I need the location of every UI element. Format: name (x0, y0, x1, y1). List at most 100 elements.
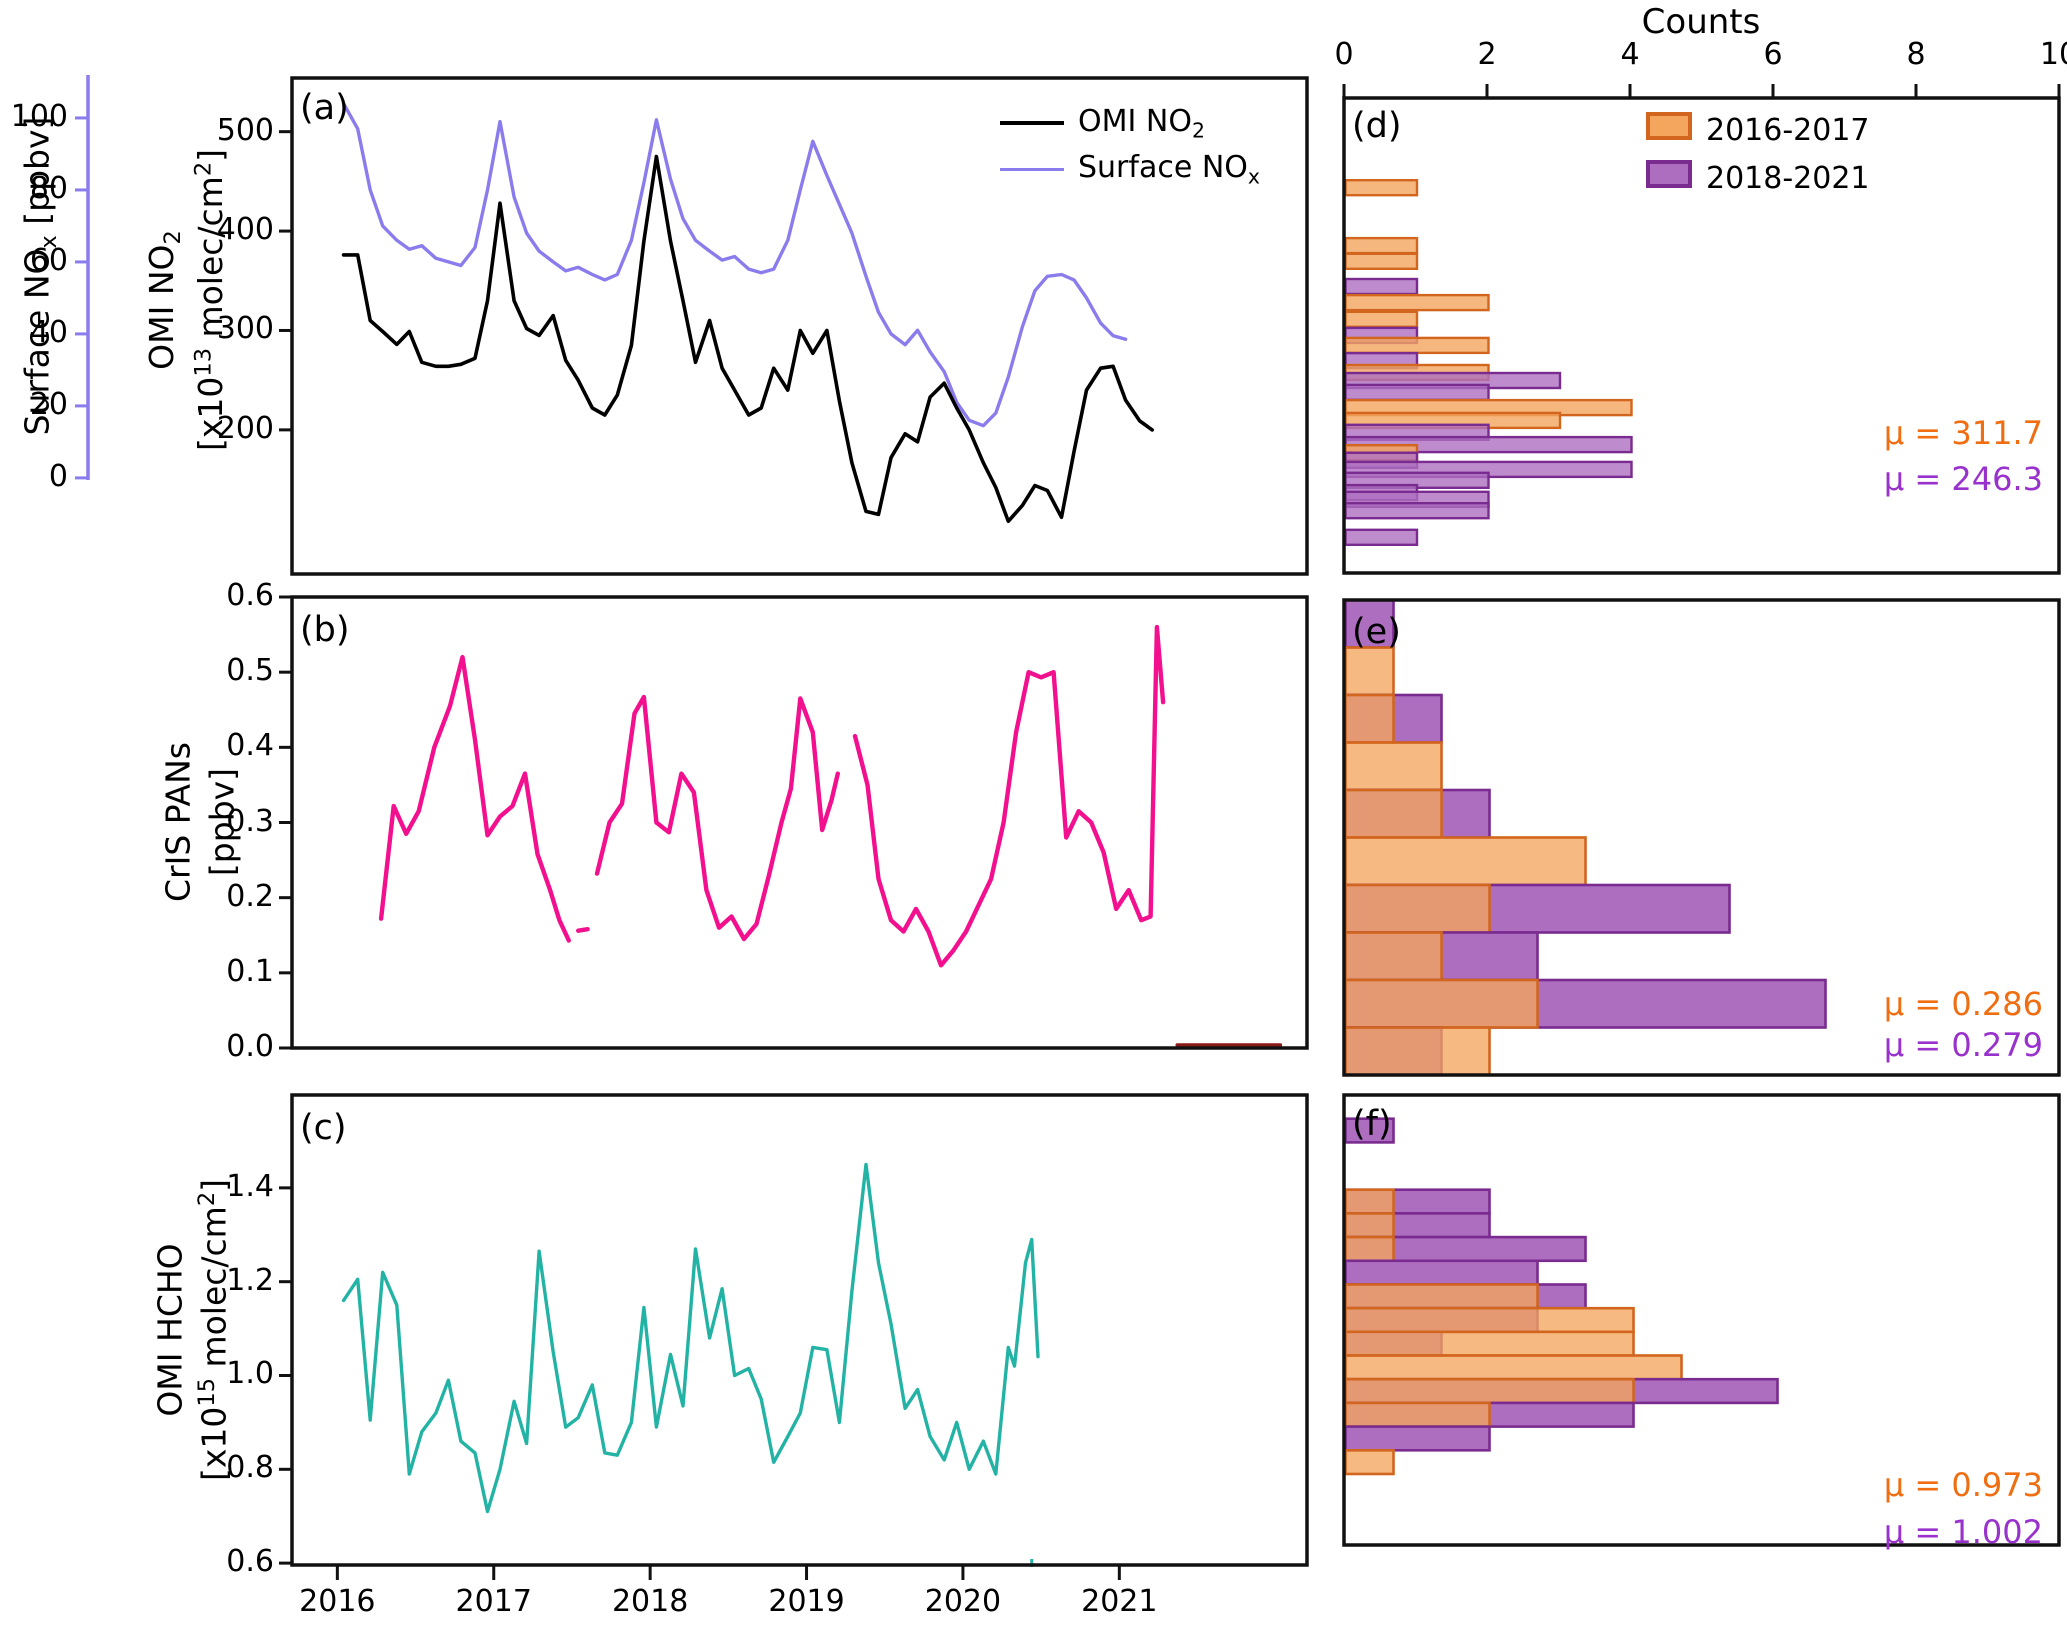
histogram-e-bar-orange (1344, 741, 1443, 792)
panel-b-letter: (b) (300, 610, 350, 650)
histogram-d-bar-purple (1344, 502, 1490, 520)
surface-nox-tick-label: 100 (10, 98, 68, 134)
histogram-d-bar-purple (1344, 277, 1419, 296)
panel-f-mean-orange: μ = 0.973 (1883, 1466, 2043, 1504)
surface-nox-tick-label: 0 (48, 458, 68, 494)
omi-hcho-axis-label: OMI HCHO [x1015 molec/cm2] (148, 1179, 235, 1481)
panel-f-border (1342, 1093, 2061, 1547)
histogram-d-bar-orange (1344, 336, 1490, 355)
surface-nox-line-sample (1000, 167, 1064, 171)
histogram-d-bar-orange (1344, 178, 1419, 197)
omi-no2-tick-label: 200 (216, 410, 274, 446)
counts-tick-label: 8 (1906, 37, 1926, 72)
cris-pans-line (594, 694, 840, 942)
histogram-f-bar-orange (1344, 1212, 1395, 1239)
histogram-e-bar-orange (1344, 883, 1491, 934)
histogram-d-bar-orange (1344, 236, 1419, 255)
cris-pans-tick-label: 0.5 (226, 653, 274, 689)
surface-nox-tick-label: 40 (29, 314, 68, 350)
counts-tick-label: 0 (1334, 37, 1354, 72)
omi-no2-line (341, 154, 1154, 524)
legend-item-omi-no2: OMI NO2 (1000, 100, 1260, 146)
legend-label-2016-2017: 2016-2017 (1706, 113, 1870, 148)
cris-pans-axis-label-line1: CrIS PANs (158, 741, 198, 903)
omi-no2-axis-label: OMI NO2 [x1013 molec/cm2] (140, 149, 232, 451)
histogram-d-bar-orange (1344, 252, 1419, 271)
histogram-d-bar-purple (1344, 383, 1490, 402)
histogram-d-bar-purple (1344, 528, 1419, 546)
surface-nox-legend-label: Surface NOx (1078, 149, 1260, 189)
histogram-f-bar-orange (1344, 1449, 1395, 1476)
omi-no2-tick-label: 400 (216, 212, 274, 248)
histogram-f-bar-orange (1344, 1330, 1635, 1357)
cris-pans-line (852, 624, 1166, 968)
omi-no2-axis-label-line1: OMI NO2 (141, 230, 187, 370)
legend-label-2018-2021: 2018-2021 (1706, 161, 1870, 196)
counts-tick-label: 2 (1477, 37, 1497, 72)
panel-c-border (290, 1093, 1309, 1567)
year-tick-label: 2016 (299, 1584, 376, 1619)
cris-pans-tick-label: 0.2 (226, 878, 274, 914)
omi-no2-tick-label: 300 (216, 311, 274, 347)
omi-hcho-tick-label: 1.2 (226, 1262, 274, 1298)
histogram-f-bar-orange (1344, 1283, 1539, 1310)
year-tick-label: 2018 (611, 1584, 689, 1619)
year-tick-label: 2021 (1081, 1584, 1158, 1619)
panel-a-legend: OMI NO2 Surface NOx (1000, 100, 1260, 192)
omi-hcho-axis-label-line2: [x1015 molec/cm2] (193, 1179, 233, 1481)
histogram-e-bar-orange (1344, 931, 1443, 982)
histogram-f-bar-orange (1344, 1235, 1395, 1263)
histogram-e-bar-orange (1344, 978, 1539, 1029)
counts-tick-label: 4 (1620, 37, 1640, 72)
surface-nox-tick-label: 80 (29, 170, 68, 206)
histogram-f-bar-orange (1344, 1377, 1635, 1405)
panel-e-letter: (e) (1352, 612, 1401, 652)
histogram-f-bar-orange (1344, 1188, 1395, 1215)
panel-d-letter: (d) (1352, 106, 1402, 146)
cris-pans-line (378, 654, 571, 943)
panel-e-mean-orange: μ = 0.286 (1883, 985, 2043, 1023)
year-tick-label: 2020 (924, 1584, 1002, 1619)
legend-swatch-2016-2017 (1646, 112, 1692, 140)
histogram-f-bar-purple (1344, 1425, 1491, 1452)
surface-nox-line (341, 101, 1128, 428)
panel-d-mean-purple: μ = 246.3 (1883, 460, 2043, 498)
panel-c-letter: (c) (300, 1108, 347, 1148)
surface-nox-tick-label: 60 (29, 242, 68, 278)
omi-hcho-tick-label: 0.6 (226, 1544, 274, 1580)
year-tick-label: 2017 (455, 1584, 532, 1619)
omi-no2-legend-label: OMI NO2 (1078, 103, 1205, 143)
panel-f-mean-purple: μ = 1.002 (1883, 1513, 2043, 1551)
panel-a-border (290, 76, 1309, 576)
panel-e-border (1342, 598, 2061, 1077)
panel-e-mean-purple: μ = 0.279 (1883, 1026, 2043, 1064)
omi-no2-line-sample (1000, 121, 1064, 125)
histogram-f-bar-orange (1344, 1401, 1491, 1428)
histogram-e-bar-orange (1344, 1026, 1491, 1077)
omi-hcho-tick-label: 1.4 (226, 1168, 274, 1204)
cris-pans-tick-label: 0.0 (226, 1029, 274, 1064)
omi-hcho-axis-label-line1: OMI HCHO (150, 1243, 190, 1417)
histogram-e-bar-orange (1344, 836, 1587, 887)
legend-swatch-2018-2021 (1646, 160, 1692, 188)
histogram-f-bar-orange (1344, 1306, 1635, 1334)
omi-hcho-line (341, 1162, 1040, 1514)
omi-hcho-tick-label: 1.0 (226, 1356, 274, 1392)
cris-pans-tick-label: 0.6 (226, 578, 274, 613)
histogram-e-bar-orange (1344, 646, 1395, 697)
cris-pans-tick-label: 0.1 (226, 953, 274, 989)
cris-pans-line (576, 927, 590, 933)
panel-a-letter: (a) (300, 88, 349, 128)
histogram-d-bar-orange (1344, 310, 1419, 328)
year-tick-label: 2019 (768, 1584, 845, 1619)
omi-hcho-tick-label: 0.8 (226, 1450, 274, 1486)
counts-tick-label: 10 (2039, 37, 2067, 72)
histogram-f-bar-orange (1344, 1354, 1683, 1381)
surface-nox-tick-label: 20 (29, 386, 68, 422)
histogram-d-bar-orange (1344, 293, 1490, 312)
cris-pans-tick-label: 0.3 (226, 803, 274, 839)
panel-d-mean-orange: μ = 311.7 (1883, 414, 2043, 452)
histogram-e-bar-orange (1344, 788, 1443, 839)
